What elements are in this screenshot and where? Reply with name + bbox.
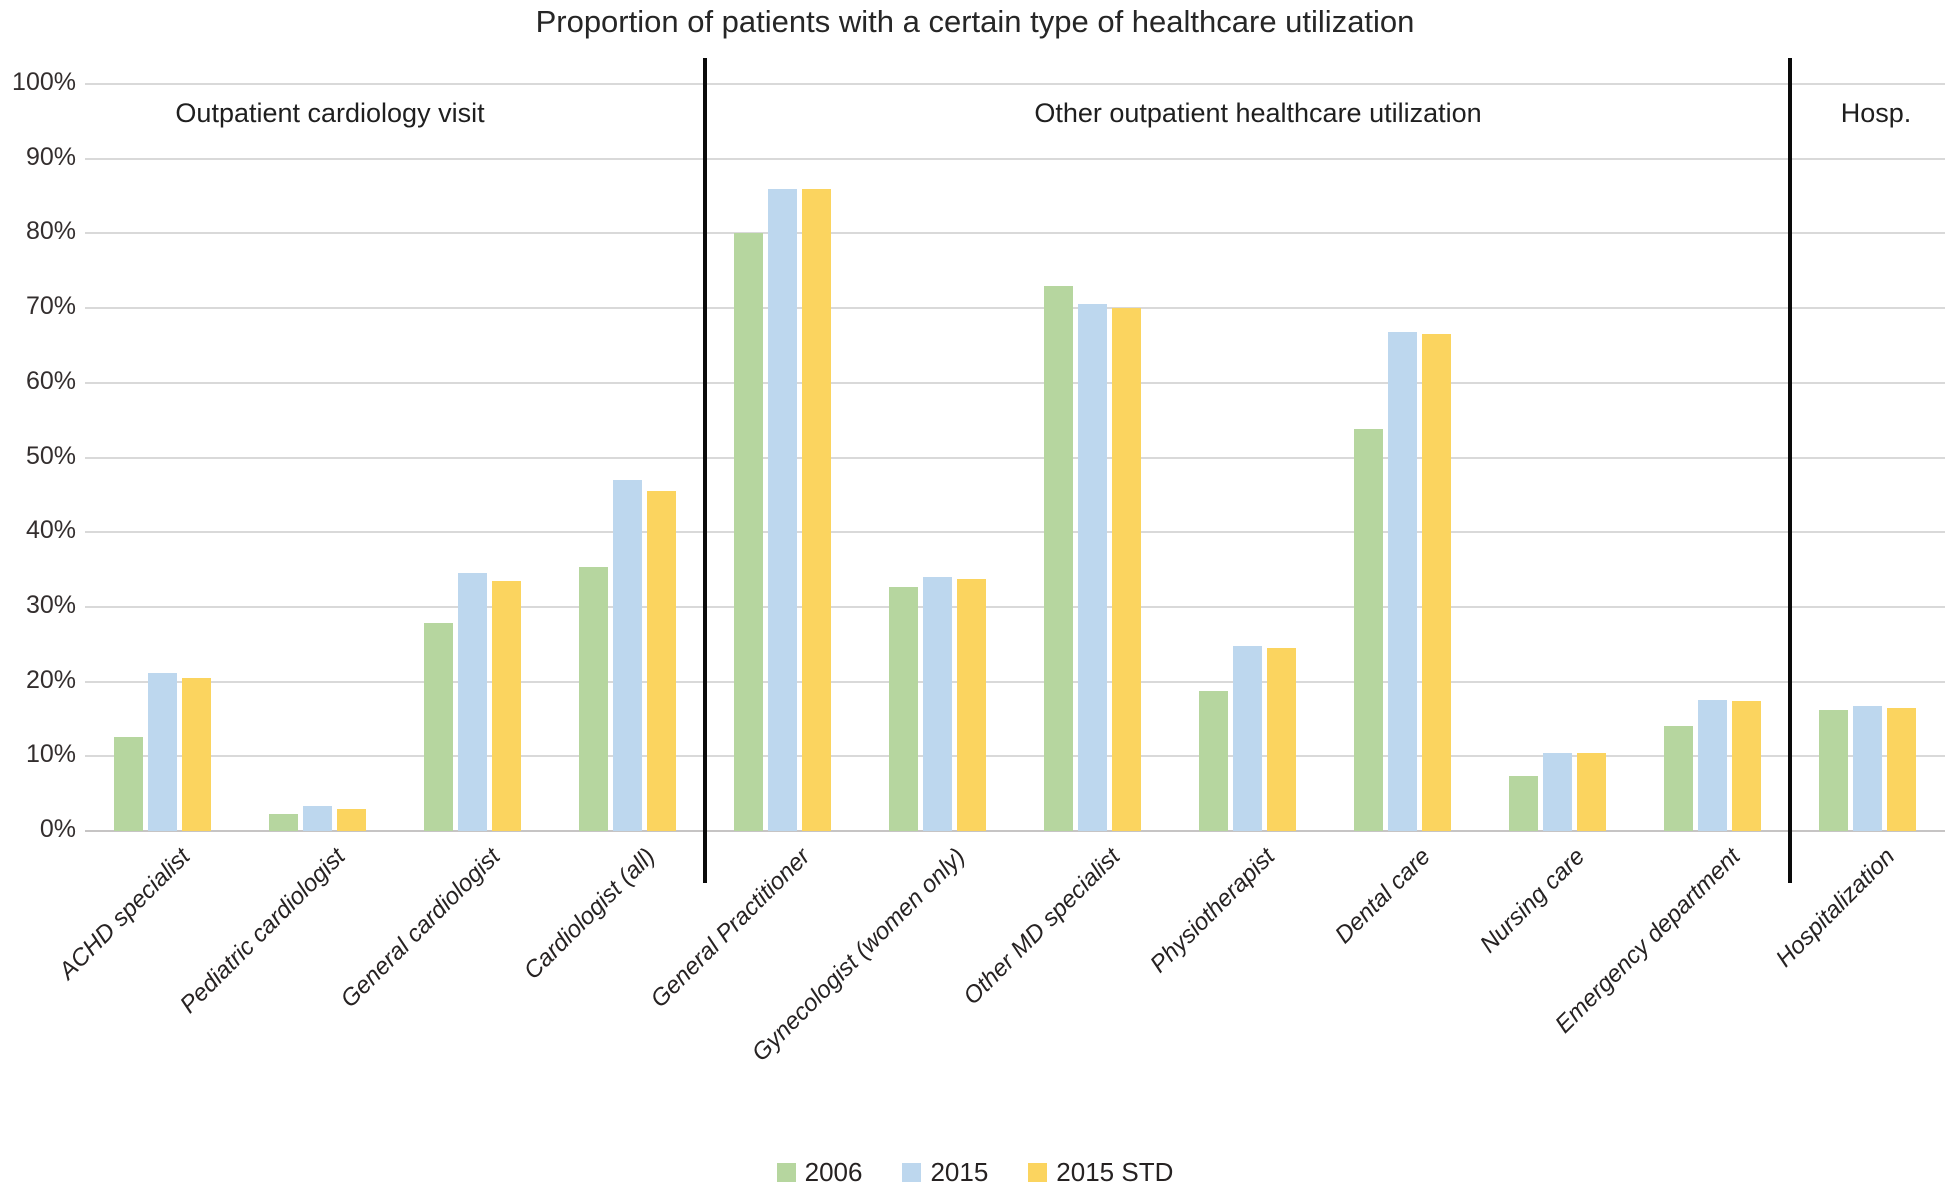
section-label-other-outpatient-healthcare-utilization: Other outpatient healthcare utilization: [1034, 98, 1482, 128]
bar-2015-std-general-cardiologist: [492, 580, 521, 831]
y-axis-tick-label: 60%: [25, 366, 76, 395]
y-axis-tick-label: 10%: [25, 740, 76, 769]
legend-item-2015-std: 2015 STD: [1028, 1157, 1173, 1188]
legend-item-2006: 2006: [776, 1156, 863, 1188]
bar-2015-dental-care: [1388, 332, 1417, 831]
bar-2006-pediatric-cardiologist: [269, 813, 298, 831]
bar-2015-std-cardiologist-all: [647, 491, 676, 831]
bar-2006-gynecologist-women-only: [889, 587, 918, 831]
bar-2015-general-cardiologist: [458, 573, 487, 831]
bar-2015-std-achd-specialist: [182, 677, 211, 831]
gridline: [85, 307, 1945, 310]
gridline: [85, 83, 1945, 85]
y-axis-tick-label: 30%: [25, 590, 76, 619]
legend-swatch-2015-std: [1028, 1162, 1048, 1182]
bar-2015-std-dental-care: [1422, 334, 1451, 831]
bar-2006-cardiologist-all: [579, 566, 608, 831]
bar-2006-emergency-department: [1664, 726, 1693, 831]
gridline: [85, 232, 1945, 235]
x-category-label-achd-specialist: ACHD specialist: [53, 843, 196, 985]
bar-2015-std-nursing-care: [1577, 753, 1606, 831]
section-separator: [1788, 58, 1792, 883]
section-label-hosp: Hosp.: [1840, 98, 1912, 128]
gridline: [85, 381, 1945, 384]
x-category-label-general-practitioner: General Practitioner: [645, 843, 816, 1014]
bar-2006-general-practitioner: [734, 233, 763, 831]
bar-2015-std-pediatric-cardiologist: [337, 808, 366, 831]
x-category-label-nursing-care: Nursing care: [1475, 843, 1591, 959]
bar-2015-hospitalization: [1853, 705, 1882, 831]
bar-2006-nursing-care: [1509, 776, 1538, 831]
bar-2006-achd-specialist: [114, 736, 143, 831]
bar-2015-other-md-specialist: [1078, 304, 1107, 831]
y-axis-tick-label: 100%: [12, 68, 76, 96]
gridline: [85, 680, 1945, 683]
legend-label: 2015 STD: [1056, 1156, 1174, 1187]
y-axis-tick-label: 50%: [25, 441, 76, 470]
legend-swatch-2015: [902, 1162, 922, 1182]
y-axis-tick-label: 0%: [39, 815, 76, 843]
x-category-label-other-md-specialist: Other MD specialist: [958, 843, 1126, 1011]
bar-2015-achd-specialist: [148, 672, 177, 831]
x-axis-line: [85, 830, 1945, 832]
gridline: [85, 755, 1945, 758]
section-label-outpatient-cardiology-visit: Outpatient cardiology visit: [175, 98, 485, 128]
bar-2015-physiotherapist: [1233, 645, 1262, 831]
bar-2015-std-physiotherapist: [1267, 647, 1296, 831]
x-category-label-general-cardiologist: General cardiologist: [335, 843, 506, 1014]
bar-2006-other-md-specialist: [1044, 285, 1073, 831]
bar-2015-pediatric-cardiologist: [303, 806, 332, 831]
gridline: [85, 157, 1945, 160]
gridline: [85, 531, 1945, 534]
gridline: [85, 605, 1945, 608]
bar-2015-std-emergency-department: [1732, 701, 1761, 831]
bar-2015-emergency-department: [1698, 700, 1727, 831]
y-axis-tick-label: 70%: [25, 292, 76, 321]
x-category-label-dental-care: Dental care: [1329, 843, 1436, 949]
bar-2015-std-general-practitioner: [802, 188, 831, 831]
bar-2015-std-gynecologist-women-only: [957, 579, 986, 831]
chart-title: Proportion of patients with a certain ty…: [535, 4, 1415, 39]
bar-2006-physiotherapist: [1199, 690, 1228, 831]
bar-2006-dental-care: [1354, 429, 1383, 831]
x-category-label-physiotherapist: Physiotherapist: [1145, 843, 1281, 979]
legend-label: 2015: [930, 1156, 989, 1187]
legend-label: 2006: [804, 1156, 863, 1187]
bar-2015-general-practitioner: [768, 188, 797, 831]
bar-2015-gynecologist-women-only: [923, 577, 952, 831]
gridline: [85, 456, 1945, 459]
bar-2006-general-cardiologist: [424, 623, 453, 831]
y-axis-tick-label: 20%: [25, 665, 76, 694]
bar-2006-hospitalization: [1819, 709, 1848, 831]
bar-2015-std-hospitalization: [1887, 707, 1916, 831]
bar-2015-cardiologist-all: [613, 479, 642, 831]
x-category-label-pediatric-cardiologist: Pediatric cardiologist: [174, 843, 351, 1019]
y-axis-tick-label: 40%: [25, 516, 76, 545]
bar-2015-std-other-md-specialist: [1112, 308, 1141, 831]
section-separator: [703, 58, 707, 883]
y-axis-tick-label: 90%: [25, 142, 76, 171]
legend-swatch-2006: [776, 1162, 796, 1182]
y-axis-tick-label: 80%: [25, 217, 76, 246]
legend: 2006 2015 2015 STD: [0, 1152, 1950, 1192]
legend-item-2015: 2015: [902, 1157, 988, 1188]
x-category-label-cardiologist-all: Cardiologist (all): [518, 843, 661, 985]
bar-2015-nursing-care: [1543, 752, 1572, 831]
